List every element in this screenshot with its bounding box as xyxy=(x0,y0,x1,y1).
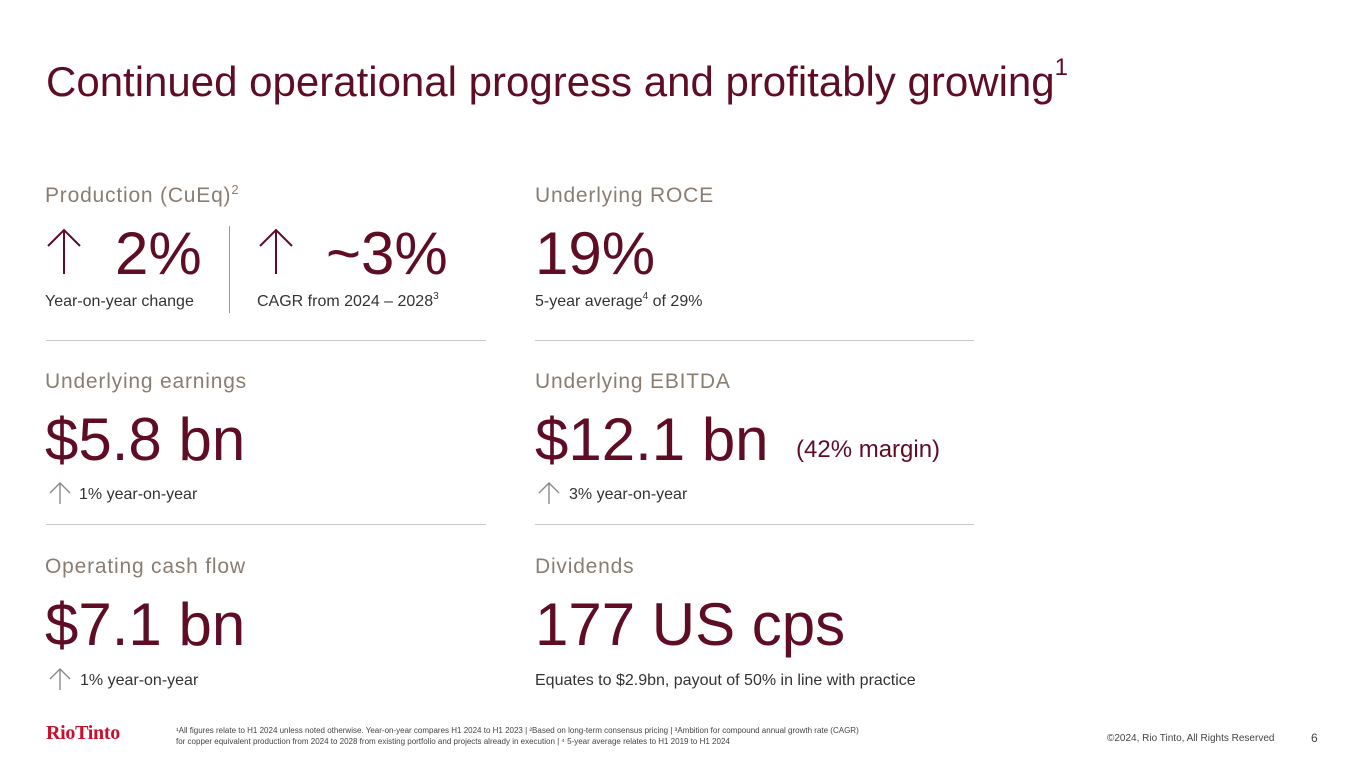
arrow-up-icon xyxy=(48,481,72,510)
ebitda-change: 3% year-on-year xyxy=(569,486,688,503)
production-cagr-caption: CAGR from 2024 – 20283 xyxy=(257,291,439,310)
dividends-caption: Equates to $2.9bn, payout of 50% in line… xyxy=(535,672,916,689)
roce-caption: 5-year average4 of 29% xyxy=(535,291,703,310)
production-label: Production (CuEq)2 xyxy=(45,182,240,207)
earnings-value: $5.8 bn xyxy=(45,406,246,473)
cashflow-value: $7.1 bn xyxy=(45,591,246,658)
divider xyxy=(535,340,974,341)
page-number: 6 xyxy=(1311,731,1318,745)
production-yoy-caption: Year-on-year change xyxy=(45,293,194,310)
page-title: Continued operational progress and profi… xyxy=(46,54,1068,105)
cashflow-label: Operating cash flow xyxy=(45,555,246,578)
divider xyxy=(229,226,230,313)
ebitda-value: $12.1 bn xyxy=(535,406,769,473)
divider xyxy=(535,524,974,525)
copyright: ©2024, Rio Tinto, All Rights Reserved xyxy=(1107,733,1275,744)
footnotes: ¹All figures relate to H1 2024 unless no… xyxy=(176,726,859,746)
arrow-up-icon xyxy=(258,226,294,276)
cashflow-change: 1% year-on-year xyxy=(80,672,199,689)
divider xyxy=(46,340,486,341)
arrow-up-icon xyxy=(537,481,561,510)
roce-value: 19% xyxy=(535,220,656,287)
arrow-up-icon xyxy=(48,667,72,696)
rio-tinto-logo: RioTinto xyxy=(46,722,120,744)
earnings-label: Underlying earnings xyxy=(45,370,247,393)
divider xyxy=(46,524,486,525)
roce-label: Underlying ROCE xyxy=(535,184,714,207)
production-yoy-value: 2% xyxy=(115,220,202,287)
dividends-value: 177 US cps xyxy=(535,591,846,658)
earnings-change: 1% year-on-year xyxy=(79,486,198,503)
dividends-label: Dividends xyxy=(535,555,635,578)
ebitda-label: Underlying EBITDA xyxy=(535,370,731,393)
arrow-up-icon xyxy=(46,226,82,276)
ebitda-margin: (42% margin) xyxy=(796,436,941,463)
production-cagr-value: ~3% xyxy=(326,220,448,287)
